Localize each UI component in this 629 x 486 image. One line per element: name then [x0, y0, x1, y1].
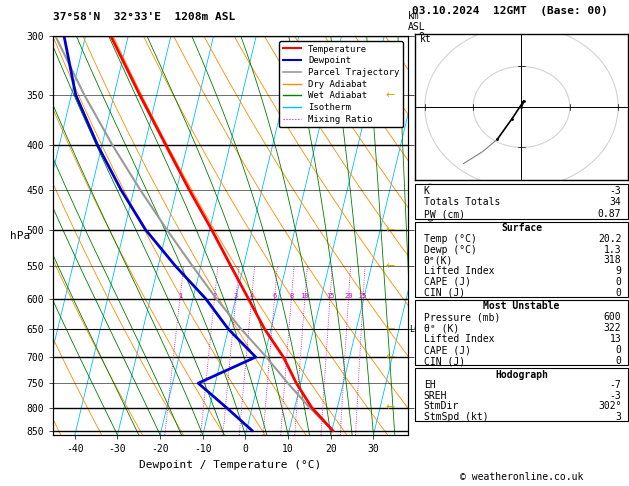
Text: StmSpd (kt): StmSpd (kt): [424, 412, 488, 422]
Text: 13: 13: [610, 334, 621, 344]
Legend: Temperature, Dewpoint, Parcel Trajectory, Dry Adiabat, Wet Adiabat, Isotherm, Mi: Temperature, Dewpoint, Parcel Trajectory…: [279, 41, 403, 127]
Text: Lifted Index: Lifted Index: [424, 266, 494, 276]
Text: SREH: SREH: [424, 391, 447, 400]
Text: Totals Totals: Totals Totals: [424, 197, 500, 208]
Text: 9: 9: [616, 266, 621, 276]
Text: ←: ←: [386, 324, 394, 334]
Text: 4: 4: [250, 293, 253, 299]
Text: StmDir: StmDir: [424, 401, 459, 411]
Text: 0: 0: [616, 356, 621, 366]
Text: EH: EH: [424, 380, 435, 390]
Text: CAPE (J): CAPE (J): [424, 345, 470, 355]
Text: kt: kt: [420, 34, 431, 44]
Text: PW (cm): PW (cm): [424, 209, 465, 219]
Text: 34: 34: [610, 197, 621, 208]
Text: 0: 0: [616, 345, 621, 355]
Text: 10: 10: [301, 293, 309, 299]
Text: 600: 600: [604, 312, 621, 322]
Text: 322: 322: [604, 323, 621, 333]
Text: CAPE (J): CAPE (J): [424, 277, 470, 287]
FancyBboxPatch shape: [415, 222, 628, 297]
Text: θᵉ (K): θᵉ (K): [424, 323, 459, 333]
Text: 1: 1: [178, 293, 182, 299]
Text: 0.87: 0.87: [598, 209, 621, 219]
Text: 318: 318: [604, 255, 621, 265]
Text: 20: 20: [344, 293, 353, 299]
Text: ←: ←: [386, 402, 394, 413]
Text: -7: -7: [610, 380, 621, 390]
Text: hPa: hPa: [9, 231, 30, 241]
Text: 8: 8: [289, 293, 294, 299]
Y-axis label: LQ Mixing Ratio (g/kg): LQ Mixing Ratio (g/kg): [426, 181, 436, 291]
FancyBboxPatch shape: [415, 368, 628, 421]
Text: 2: 2: [213, 293, 216, 299]
Text: Surface: Surface: [501, 223, 542, 233]
Text: 15: 15: [326, 293, 334, 299]
Text: ←: ←: [386, 261, 394, 271]
Text: 20.2: 20.2: [598, 234, 621, 244]
Text: © weatheronline.co.uk: © weatheronline.co.uk: [460, 472, 584, 482]
Text: 37°58'N  32°33'E  1208m ASL: 37°58'N 32°33'E 1208m ASL: [53, 12, 236, 22]
Text: 25: 25: [359, 293, 367, 299]
Text: Most Unstable: Most Unstable: [483, 301, 560, 312]
Text: 3: 3: [234, 293, 238, 299]
Text: 0: 0: [616, 288, 621, 297]
Text: km
ASL: km ASL: [408, 11, 425, 33]
Text: -3: -3: [610, 391, 621, 400]
Text: ←: ←: [386, 90, 394, 100]
Text: CIN (J): CIN (J): [424, 356, 465, 366]
X-axis label: Dewpoint / Temperature (°C): Dewpoint / Temperature (°C): [140, 460, 321, 469]
Text: LCL: LCL: [409, 325, 425, 333]
Text: Lifted Index: Lifted Index: [424, 334, 494, 344]
Text: 302°: 302°: [598, 401, 621, 411]
Text: 03.10.2024  12GMT  (Base: 00): 03.10.2024 12GMT (Base: 00): [412, 5, 608, 16]
FancyBboxPatch shape: [415, 300, 628, 365]
Text: ←: ←: [386, 352, 394, 362]
Text: CIN (J): CIN (J): [424, 288, 465, 297]
Text: Temp (°C): Temp (°C): [424, 234, 477, 244]
Text: 1.3: 1.3: [604, 244, 621, 255]
Text: 0: 0: [616, 277, 621, 287]
Text: θᵉ(K): θᵉ(K): [424, 255, 453, 265]
Text: Hodograph: Hodograph: [495, 370, 548, 380]
Text: Dewp (°C): Dewp (°C): [424, 244, 477, 255]
Text: -3: -3: [610, 186, 621, 196]
Text: K: K: [424, 186, 430, 196]
Text: 3: 3: [616, 412, 621, 422]
FancyBboxPatch shape: [415, 184, 628, 219]
Text: Pressure (mb): Pressure (mb): [424, 312, 500, 322]
Text: 6: 6: [272, 293, 277, 299]
Text: ←: ←: [386, 225, 394, 235]
